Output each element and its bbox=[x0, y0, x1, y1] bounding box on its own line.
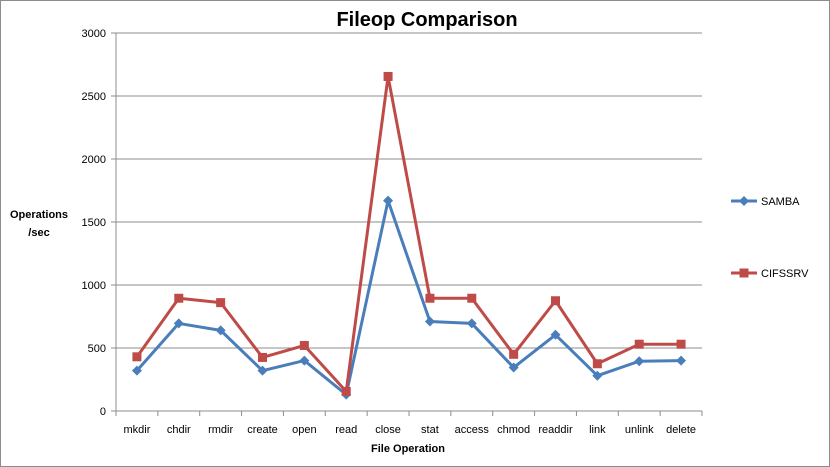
data-point bbox=[634, 356, 645, 367]
gridlines bbox=[116, 32, 702, 349]
x-tick-label: rmdir bbox=[208, 424, 233, 436]
x-tick-label: open bbox=[292, 424, 316, 436]
data-point bbox=[551, 296, 560, 306]
legend-label: SAMBA bbox=[761, 196, 800, 208]
axes bbox=[111, 32, 703, 416]
data-point bbox=[550, 329, 561, 340]
data-point bbox=[258, 352, 267, 362]
x-tick-label: close bbox=[375, 424, 401, 436]
y-tick-labels: 0 500 1000 1500 2000 2500 3000 bbox=[82, 28, 106, 418]
x-tick-label: chmod bbox=[497, 424, 530, 436]
y-tick-label: 1000 bbox=[82, 280, 106, 292]
data-point bbox=[257, 365, 268, 376]
x-axis-label: File Operation bbox=[371, 443, 445, 455]
series-samba bbox=[131, 195, 687, 400]
data-point bbox=[676, 339, 686, 349]
data-point bbox=[466, 318, 477, 329]
x-tick-label: read bbox=[335, 424, 357, 436]
data-point bbox=[383, 195, 394, 206]
series-cifssrv bbox=[132, 71, 686, 396]
x-tick-label: create bbox=[247, 424, 278, 436]
y-axis-label-line-1: Operations bbox=[10, 209, 68, 221]
x-tick-label: link bbox=[589, 424, 606, 436]
legend-entry-cifssrv: CIFSSRV bbox=[731, 268, 809, 280]
data-point bbox=[676, 355, 687, 366]
data-point bbox=[216, 298, 226, 308]
chart-title: Fileop Comparison bbox=[336, 9, 517, 31]
y-tick-label: 2500 bbox=[82, 91, 106, 103]
y-tick-label: 500 bbox=[88, 343, 106, 355]
data-point bbox=[424, 316, 435, 327]
data-point bbox=[592, 370, 603, 381]
series-lines bbox=[131, 71, 687, 400]
data-point bbox=[299, 340, 309, 350]
legend: SAMBA CIFSSRV bbox=[731, 196, 809, 280]
x-tick-label: unlink bbox=[625, 424, 654, 436]
x-tick-label: access bbox=[455, 424, 490, 436]
data-point bbox=[383, 71, 393, 81]
x-tick-label: readdir bbox=[538, 424, 573, 436]
series-line bbox=[135, 199, 682, 397]
y-tick-label: 3000 bbox=[82, 28, 106, 40]
y-tick-label: 1500 bbox=[82, 217, 106, 229]
data-point bbox=[215, 325, 226, 336]
x-tick-label: chdir bbox=[167, 424, 191, 436]
y-tick-label: 0 bbox=[100, 406, 106, 418]
data-point bbox=[467, 293, 477, 303]
data-point bbox=[425, 293, 435, 303]
x-tick-label: mkdir bbox=[123, 424, 150, 436]
data-point bbox=[299, 355, 310, 366]
data-point bbox=[341, 386, 351, 396]
x-tick-label: stat bbox=[421, 424, 439, 436]
legend-entry-samba: SAMBA bbox=[731, 196, 800, 208]
data-point bbox=[509, 349, 519, 359]
x-tick-label: delete bbox=[666, 424, 696, 436]
legend-label: CIFSSRV bbox=[761, 268, 809, 280]
y-axis-label-line-2: /sec bbox=[28, 227, 49, 239]
data-point bbox=[634, 339, 644, 349]
data-point bbox=[132, 352, 142, 362]
y-tick-label: 2000 bbox=[82, 154, 106, 166]
legend-marker bbox=[739, 268, 749, 278]
x-tick-labels: mkdir chdir rmdir create open read close stat ac… bbox=[123, 424, 696, 436]
data-point bbox=[592, 359, 602, 369]
legend-marker bbox=[739, 196, 749, 206]
data-point bbox=[173, 318, 184, 329]
series-line bbox=[135, 74, 682, 393]
data-point bbox=[508, 362, 519, 373]
data-point bbox=[131, 365, 142, 376]
data-point bbox=[174, 293, 184, 303]
